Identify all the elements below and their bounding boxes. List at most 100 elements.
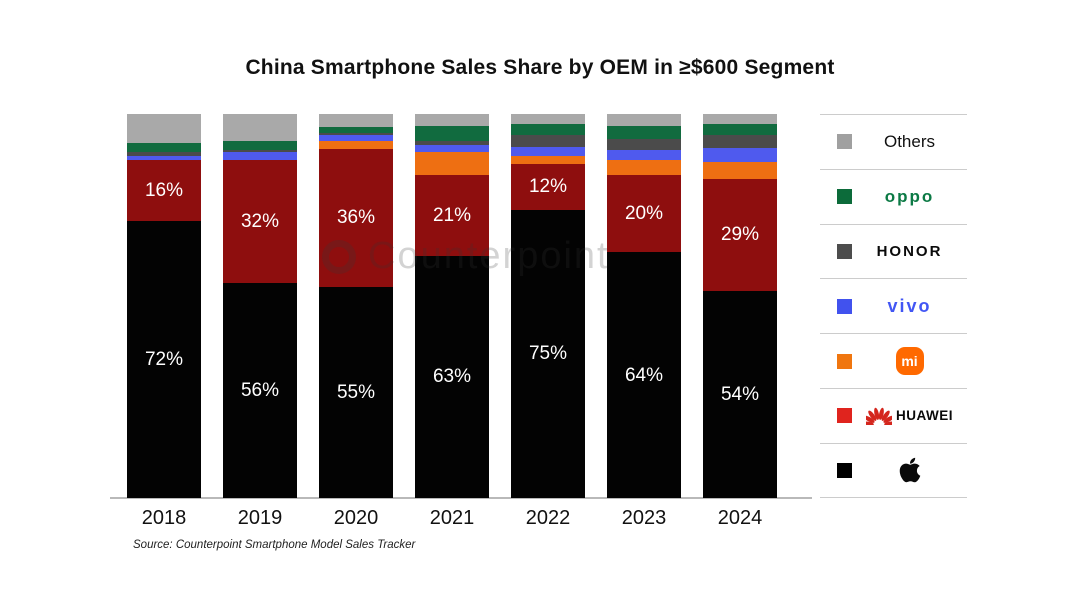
xiaomi-logo-icon: mi xyxy=(895,347,924,376)
bar-segment-apple-2020: 55% xyxy=(319,286,393,498)
value-label-huawei-2020: 36% xyxy=(336,207,376,229)
bar-segment-oppo-2018 xyxy=(127,142,201,153)
bar-segment-mi-2021 xyxy=(415,152,489,176)
bar-segment-others-2019 xyxy=(223,114,297,141)
oppo-swatch-icon xyxy=(837,189,852,205)
bar-2019: 32% 56% xyxy=(223,114,297,498)
bar-segment-oppo-2023 xyxy=(607,125,681,139)
bar-segment-honor-2023 xyxy=(607,138,681,151)
bar-segment-others-2022 xyxy=(511,114,585,124)
apple-swatch-icon xyxy=(837,462,852,478)
bar-segment-others-2024 xyxy=(703,114,777,124)
legend-row-xiaomi: mi xyxy=(820,333,967,388)
huawei-logo-text: HUAWEI xyxy=(896,408,953,424)
bar-segment-oppo-2022 xyxy=(511,123,585,136)
bar-2024: 29% 54% xyxy=(703,114,777,498)
bar-segment-vivo-2023 xyxy=(607,150,681,160)
value-label-huawei-2018: 16% xyxy=(144,180,184,202)
bar-segment-mi-2023 xyxy=(607,159,681,176)
oppo-logo-icon: oppo xyxy=(884,186,935,206)
bar-segment-oppo-2024 xyxy=(703,123,777,136)
value-label-huawei-2024: 29% xyxy=(720,224,760,246)
vivo-swatch-icon xyxy=(837,298,852,314)
value-label-apple-2019: 56% xyxy=(240,379,280,401)
x-tick-2022: 2022 xyxy=(525,507,571,529)
x-tick-2018: 2018 xyxy=(141,507,187,529)
source-note: Source: Counterpoint Smartphone Model Sa… xyxy=(133,539,416,551)
legend-row-oppo: oppo xyxy=(820,168,967,224)
value-label-apple-2021: 63% xyxy=(432,366,472,388)
bar-segment-huawei-2024: 29% xyxy=(703,179,777,291)
bar-2021: 21% 63% xyxy=(415,114,489,498)
bar-segment-vivo-2018 xyxy=(127,156,201,160)
bar-segment-apple-2024: 54% xyxy=(703,290,777,498)
chart-title: China Smartphone Sales Share by OEM in ≥… xyxy=(245,56,835,79)
x-tick-2021: 2021 xyxy=(429,507,475,529)
bar-segment-huawei-2023: 20% xyxy=(607,175,681,253)
value-label-huawei-2019: 32% xyxy=(240,211,280,232)
bar-segment-vivo-2024 xyxy=(703,148,777,162)
bar-segment-oppo-2020 xyxy=(319,127,393,134)
bar-segment-others-2021 xyxy=(415,114,489,126)
bar-2022: 12% 75% xyxy=(511,114,585,498)
value-label-apple-2023: 64% xyxy=(624,364,664,386)
value-label-huawei-2021: 21% xyxy=(432,205,472,227)
legend-row-honor: HONOR xyxy=(820,223,967,279)
bar-segment-others-2018 xyxy=(127,114,201,143)
bar-2020: 36% 55% xyxy=(319,114,393,498)
bar-segment-apple-2021: 63% xyxy=(415,255,489,498)
bar-segment-honor-2019 xyxy=(223,150,297,153)
bar-segment-vivo-2020 xyxy=(319,135,393,141)
bar-segment-huawei-2021: 21% xyxy=(415,175,489,256)
bar-segment-honor-2018 xyxy=(127,152,201,157)
bar-segment-mi-2022 xyxy=(511,156,585,164)
bar-segment-oppo-2021 xyxy=(415,125,489,141)
bar-segment-honor-2022 xyxy=(511,135,585,147)
x-tick-2020: 2020 xyxy=(333,507,379,529)
bar-segment-huawei-2022: 12% xyxy=(511,163,585,210)
huawei-swatch-icon xyxy=(837,408,852,424)
bar-segment-honor-2024 xyxy=(703,135,777,149)
value-label-apple-2024: 54% xyxy=(720,383,760,405)
value-label-apple-2020: 55% xyxy=(336,381,376,403)
bar-segment-apple-2023: 64% xyxy=(607,252,681,498)
bar-segment-vivo-2021 xyxy=(415,144,489,153)
apple-logo-icon xyxy=(899,457,920,483)
value-label-apple-2022: 75% xyxy=(528,343,568,365)
bar-segment-vivo-2022 xyxy=(511,146,585,157)
bar-segment-apple-2018: 72% xyxy=(127,221,201,498)
bar-segment-honor-2020 xyxy=(319,133,393,136)
bar-segment-others-2023 xyxy=(607,114,681,126)
bar-segment-apple-2019: 56% xyxy=(223,282,297,498)
bar-segment-others-2020 xyxy=(319,114,393,128)
bar-segment-honor-2021 xyxy=(415,140,489,145)
bar-segment-vivo-2019 xyxy=(223,152,297,161)
value-label-apple-2018: 72% xyxy=(144,349,184,371)
legend-row-vivo: vivo xyxy=(820,278,967,333)
legend-row-apple xyxy=(820,442,967,498)
x-axis-line xyxy=(110,497,812,499)
vivo-logo-icon: vivo xyxy=(887,295,932,316)
honor-swatch-icon xyxy=(837,243,852,259)
value-label-huawei-2023: 20% xyxy=(624,203,664,225)
legend-row-huawei: HUAWEI xyxy=(820,387,967,443)
bar-segment-oppo-2019 xyxy=(223,140,297,151)
bar-segment-huawei-2019: 32% xyxy=(223,160,297,283)
x-tick-2023: 2023 xyxy=(621,507,667,529)
bar-segment-mi-2020 xyxy=(319,140,393,149)
legend-label-others: Others xyxy=(883,131,936,151)
x-tick-2019: 2019 xyxy=(237,507,283,529)
bar-segment-huawei-2020: 36% xyxy=(319,148,393,287)
xiaomi-swatch-icon xyxy=(837,353,852,369)
legend: Others oppo HONOR vivo mi xyxy=(820,114,967,498)
legend-row-others: Others xyxy=(820,114,967,169)
honor-logo-icon: HONOR xyxy=(876,242,943,260)
bar-segment-huawei-2018: 16% xyxy=(127,159,201,222)
bar-2018: 16% 72% xyxy=(127,114,201,498)
bar-segment-mi-2024 xyxy=(703,161,777,180)
x-tick-2024: 2024 xyxy=(717,507,763,529)
value-label-huawei-2022: 12% xyxy=(528,176,568,198)
huawei-flower-icon xyxy=(866,407,892,425)
